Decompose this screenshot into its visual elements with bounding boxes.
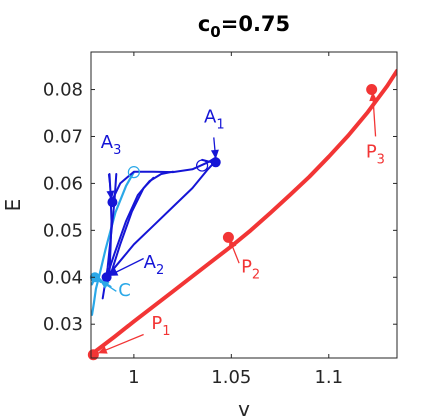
x-tick-label: 1 bbox=[128, 367, 139, 388]
annotation-arrowhead bbox=[210, 149, 219, 160]
annotation-label: A3 bbox=[101, 132, 122, 158]
y-tick-label: 0.06 bbox=[43, 173, 83, 194]
data-point bbox=[107, 197, 118, 208]
series-line bbox=[111, 156, 217, 201]
series-line bbox=[105, 170, 174, 279]
annotation-label: C bbox=[118, 280, 131, 301]
series-layer bbox=[91, 68, 397, 357]
data-point bbox=[366, 84, 378, 96]
chart-title: c0=0.75 bbox=[198, 12, 290, 41]
annotation-label: A2 bbox=[144, 252, 165, 278]
open-marker bbox=[127, 166, 140, 179]
annotation-layer: P1 P2 P3 A1 A2 A3 C bbox=[97, 91, 385, 354]
x-axis-ticks: 1 1.05 1.1 bbox=[128, 52, 343, 388]
annotation-arrowhead bbox=[99, 280, 110, 289]
plot-frame bbox=[90, 51, 398, 359]
annotation-label: P2 bbox=[241, 257, 260, 283]
y-tick-label: 0.08 bbox=[43, 80, 83, 101]
annotation-label: A1 bbox=[204, 106, 225, 132]
y-tick-label: 0.04 bbox=[43, 267, 83, 288]
plot-area bbox=[91, 52, 397, 358]
open-marker bbox=[195, 159, 209, 172]
series-line bbox=[91, 68, 397, 357]
series-line bbox=[91, 171, 135, 316]
x-tick-label: 1.05 bbox=[211, 367, 251, 388]
annotation-label: P3 bbox=[366, 142, 385, 168]
annotation-arrowhead bbox=[97, 346, 108, 354]
data-point bbox=[101, 272, 112, 283]
x-tick-label: 1.1 bbox=[314, 367, 343, 388]
annotation-arrowhead bbox=[229, 238, 237, 249]
annotation-label: P1 bbox=[151, 313, 170, 339]
chart-title-subscript: 0 bbox=[210, 23, 220, 41]
x-axis-label: v bbox=[238, 397, 250, 420]
y-tick-label: 0.07 bbox=[43, 126, 83, 147]
annotation-arrowhead bbox=[106, 190, 115, 200]
series-line bbox=[109, 176, 155, 276]
y-axis-label: E bbox=[1, 199, 25, 212]
y-axis-ticks: 0.03 0.04 0.05 0.06 0.07 0.08 bbox=[43, 80, 397, 335]
data-point bbox=[210, 157, 221, 168]
data-point bbox=[222, 231, 234, 243]
annotation-arrowhead bbox=[108, 268, 119, 276]
annotation-arrowhead bbox=[369, 91, 378, 102]
y-tick-label: 0.03 bbox=[43, 314, 83, 335]
y-tick-label: 0.05 bbox=[43, 220, 83, 241]
